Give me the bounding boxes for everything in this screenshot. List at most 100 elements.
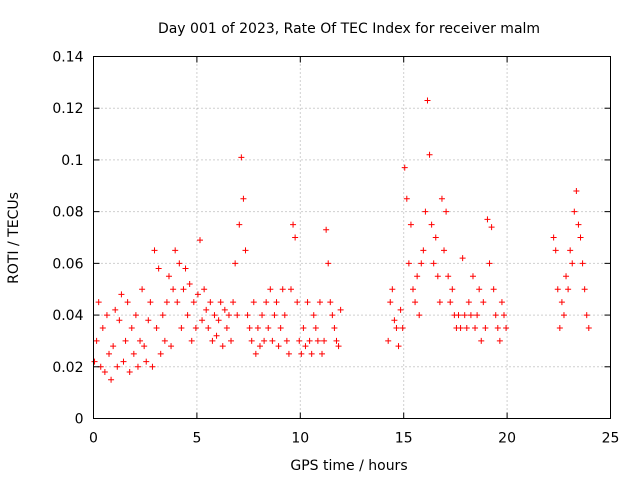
data-point — [145, 317, 152, 324]
data-point — [219, 343, 226, 350]
data-point — [577, 234, 584, 241]
data-point — [215, 317, 222, 324]
data-point — [184, 312, 191, 319]
data-point — [225, 312, 232, 319]
data-point — [554, 286, 561, 293]
data-point — [213, 332, 220, 339]
data-point — [203, 306, 210, 313]
data-point — [238, 154, 245, 161]
data-point — [110, 343, 117, 350]
data-point — [112, 306, 119, 313]
data-point — [434, 273, 441, 280]
data-point — [281, 312, 288, 319]
data-point — [283, 337, 290, 344]
data-point — [484, 216, 491, 223]
data-point — [488, 224, 495, 231]
data-point — [391, 317, 398, 324]
data-point — [393, 325, 400, 331]
data-point — [248, 337, 255, 344]
y-tick-label: 0.1 — [61, 153, 83, 169]
data-point — [161, 337, 168, 344]
data-point — [261, 337, 268, 344]
data-point — [296, 337, 303, 344]
data-point — [242, 247, 249, 254]
data-point — [287, 286, 294, 293]
data-point — [157, 350, 164, 357]
data-point — [410, 286, 417, 293]
data-point — [385, 337, 392, 344]
data-point — [263, 299, 270, 306]
data-point — [321, 337, 328, 344]
data-point — [312, 325, 319, 331]
data-point — [556, 325, 563, 331]
data-point — [124, 299, 131, 306]
data-point — [221, 306, 228, 313]
data-point — [137, 337, 144, 344]
data-point — [114, 363, 121, 370]
data-point — [314, 337, 321, 344]
data-point — [573, 187, 580, 194]
y-tick-label: 0.02 — [52, 360, 83, 376]
data-point — [211, 312, 218, 319]
data-point — [118, 291, 125, 298]
data-point — [552, 247, 559, 254]
data-point — [234, 312, 241, 319]
data-point — [103, 312, 110, 319]
data-point — [463, 325, 470, 331]
data-point — [403, 195, 410, 202]
plot-frame — [93, 56, 611, 419]
data-point — [416, 312, 423, 319]
data-point — [310, 312, 317, 319]
data-point — [223, 325, 230, 331]
data-point — [163, 299, 170, 306]
data-point — [432, 234, 439, 241]
data-point — [571, 208, 578, 215]
data-point — [455, 312, 462, 319]
data-point — [275, 343, 282, 350]
data-point — [567, 247, 574, 254]
data-point — [285, 350, 292, 357]
data-point — [294, 299, 301, 306]
data-point — [323, 226, 330, 233]
data-point — [476, 286, 483, 293]
data-point — [467, 312, 474, 319]
data-point — [418, 260, 425, 267]
data-point — [302, 343, 309, 350]
data-point — [583, 312, 590, 319]
data-point — [232, 260, 239, 267]
data-point — [558, 299, 565, 306]
x-tick-label: 5 — [192, 431, 201, 447]
data-point — [188, 337, 195, 344]
data-point — [397, 306, 404, 313]
data-point — [168, 343, 175, 350]
data-point — [387, 299, 394, 306]
data-point — [449, 286, 456, 293]
data-point — [441, 247, 448, 254]
data-point — [298, 350, 305, 357]
data-point — [426, 151, 433, 158]
data-point — [579, 260, 586, 267]
data-point — [308, 350, 315, 357]
data-point — [430, 260, 437, 267]
data-point — [306, 337, 313, 344]
x-tick-label: 25 — [602, 431, 620, 447]
data-point — [496, 337, 503, 344]
y-tick-label: 0.12 — [52, 101, 83, 117]
data-point — [492, 312, 499, 319]
data-point — [447, 299, 454, 306]
data-point — [585, 325, 592, 331]
data-point — [178, 325, 185, 331]
data-point — [277, 325, 284, 331]
data-point — [139, 286, 146, 293]
data-point — [176, 260, 183, 267]
data-point — [180, 286, 187, 293]
data-point — [445, 273, 452, 280]
data-point — [134, 363, 141, 370]
data-point — [472, 325, 479, 331]
data-point — [319, 350, 326, 357]
data-point — [265, 325, 272, 331]
data-point — [465, 299, 472, 306]
data-point — [128, 325, 135, 331]
data-point — [155, 265, 162, 272]
data-point — [503, 325, 510, 331]
